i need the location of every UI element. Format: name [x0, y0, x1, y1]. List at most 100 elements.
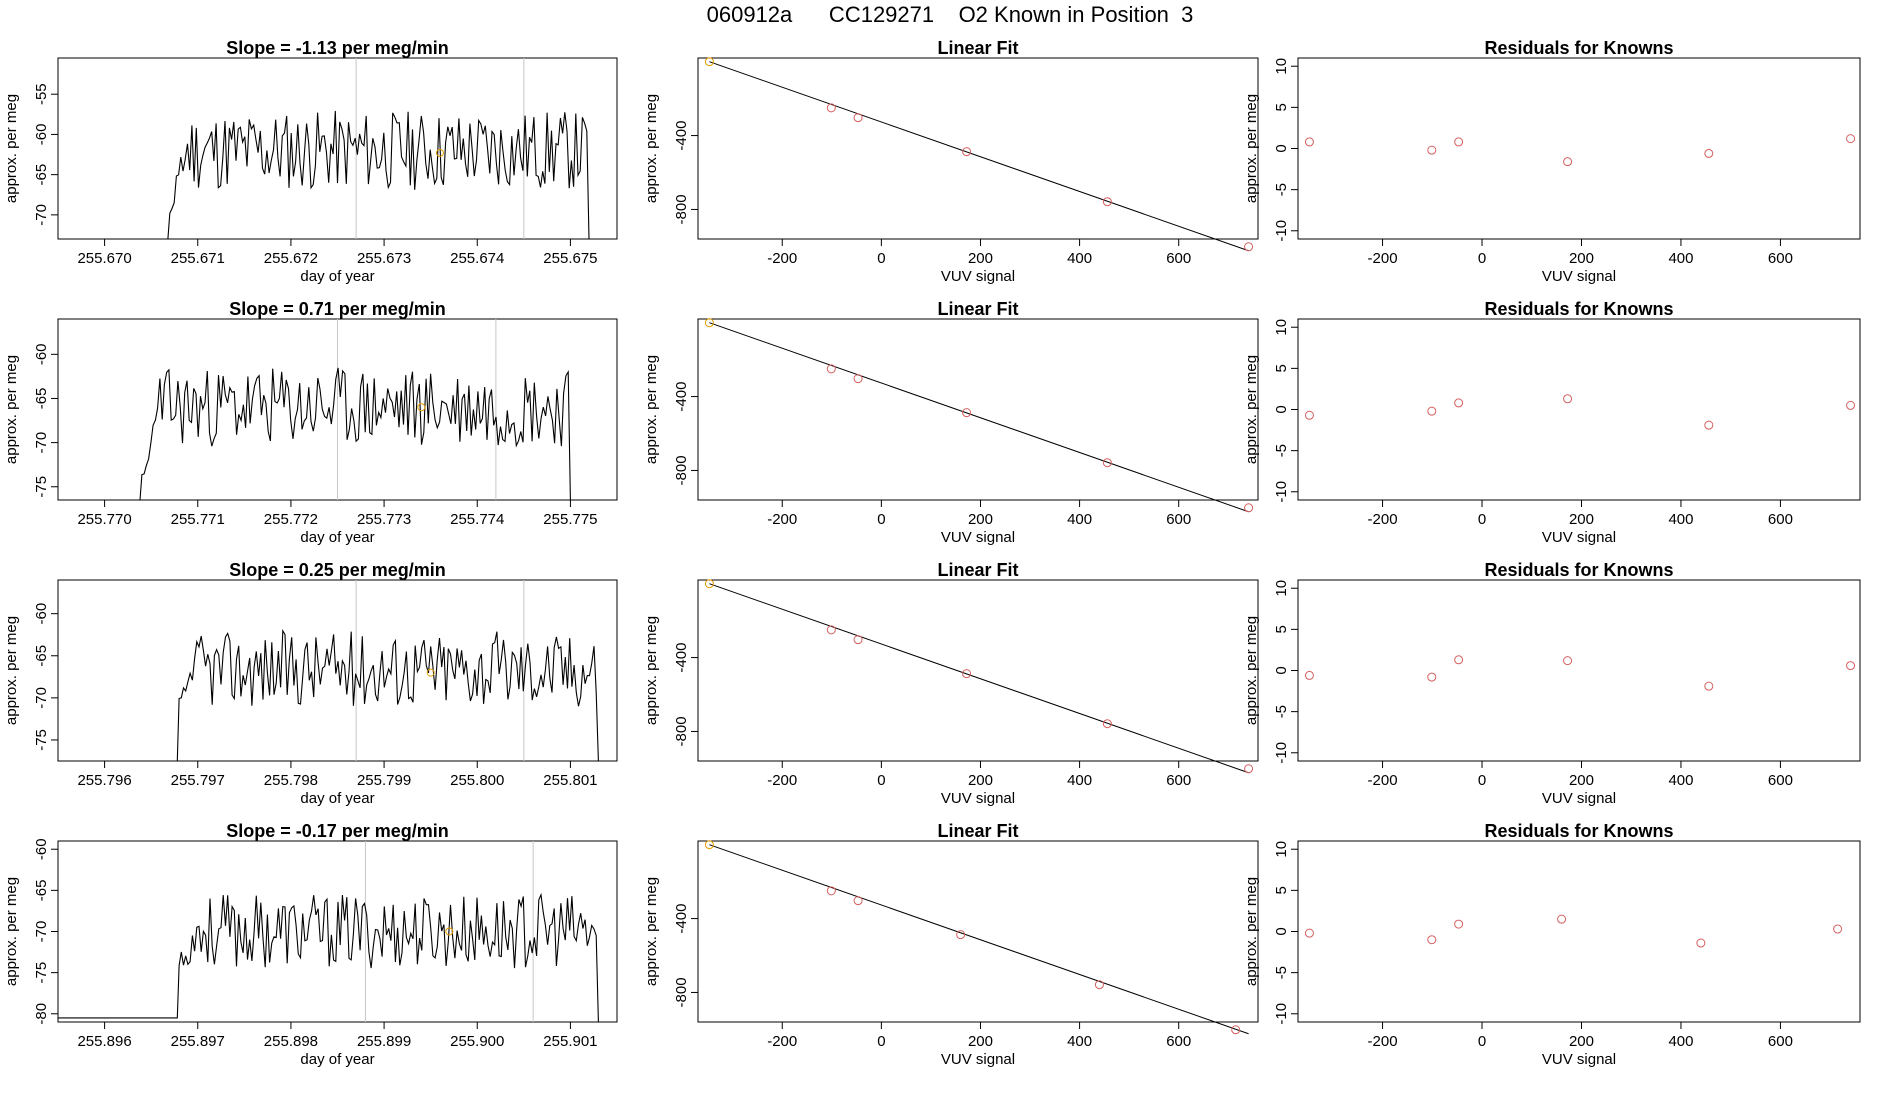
y-tick-label: -70 [33, 921, 50, 943]
data-point [1427, 935, 1437, 945]
data-point [1094, 980, 1104, 990]
data-point [1846, 134, 1856, 144]
x-axis-label: VUV signal [1542, 268, 1616, 285]
fit-line [709, 844, 1249, 1035]
x-tick-label: 200 [968, 250, 993, 267]
x-tick-label: 200 [1569, 511, 1594, 528]
x-tick-label: 255.671 [171, 250, 225, 267]
x-tick-label: 200 [1569, 250, 1594, 267]
y-tick-label: -75 [33, 476, 50, 498]
y-tick-label: 10 [1273, 841, 1290, 858]
x-axis-label: VUV signal [1542, 529, 1616, 546]
x-tick-label: 255.674 [450, 250, 504, 267]
mean-point [445, 927, 454, 936]
plot-frame [697, 579, 1259, 762]
y-axis-label: approx. per meg [3, 616, 20, 725]
data-point [1427, 145, 1437, 155]
data-point [1102, 458, 1112, 468]
y-tick-label: 0 [1273, 666, 1290, 674]
x-axis-label: day of year [300, 268, 374, 285]
x-tick-label: 255.797 [171, 772, 225, 789]
plot-frame [697, 840, 1259, 1023]
panel-title: Linear Fit [937, 299, 1018, 319]
x-tick-label: 255.771 [171, 511, 225, 528]
y-tick-label: -5 [1273, 705, 1290, 718]
y-tick-label: -5 [1273, 966, 1290, 979]
x-axis-label: VUV signal [941, 790, 1015, 807]
x-axis-label: VUV signal [941, 1051, 1015, 1068]
data-point [1102, 197, 1112, 207]
panel-title: Slope = 0.25 per meg/min [229, 560, 446, 580]
x-axis-label: day of year [300, 1051, 374, 1068]
x-tick-label: 400 [1067, 250, 1092, 267]
data-point [1704, 681, 1714, 691]
y-tick-label: -60 [33, 838, 50, 860]
data-point [962, 408, 972, 418]
y-tick-label: 10 [1273, 319, 1290, 336]
y-tick-label: -60 [33, 343, 50, 365]
plot-frame [697, 57, 1259, 240]
x-tick-label: 255.899 [357, 1033, 411, 1050]
y-tick-label: 10 [1273, 580, 1290, 597]
fit-line [709, 322, 1249, 513]
data-point [826, 364, 836, 374]
x-axis-label: day of year [300, 529, 374, 546]
y-tick-label: 0 [1273, 405, 1290, 413]
x-tick-label: 0 [877, 511, 885, 528]
y-tick-label: -800 [673, 455, 690, 485]
data-trace [58, 628, 599, 761]
x-tick-label: 255.773 [357, 511, 411, 528]
panel-title: Slope = 0.71 per meg/min [229, 299, 446, 319]
y-tick-label: -400 [673, 904, 690, 934]
x-tick-label: 255.897 [171, 1033, 225, 1050]
x-tick-label: 400 [1067, 511, 1092, 528]
plot-frame [697, 318, 1259, 501]
data-point [962, 669, 972, 679]
data-point [1304, 410, 1314, 420]
data-point [1846, 400, 1856, 410]
y-tick-label: -65 [33, 880, 50, 902]
x-tick-label: 255.672 [264, 250, 318, 267]
y-tick-label: -75 [33, 729, 50, 751]
panel-title: Residuals for Knowns [1484, 560, 1673, 580]
plot-frame [1297, 840, 1861, 1023]
y-axis-label: approx. per meg [1243, 94, 1260, 203]
panel-2-2: Linear Fit -200 0 200 400 600 -400 -800 VUV sign… [643, 299, 1259, 546]
x-tick-label: 255.775 [543, 511, 597, 528]
x-tick-label: 600 [1768, 511, 1793, 528]
y-tick-label: 5 [1273, 364, 1290, 372]
x-tick-label: 0 [877, 250, 885, 267]
y-tick-label: -60 [33, 124, 50, 146]
y-axis-label: approx. per meg [1243, 616, 1260, 725]
x-tick-label: -200 [1368, 772, 1398, 789]
fit-line [709, 583, 1249, 774]
x-tick-label: 400 [1668, 511, 1693, 528]
data-point [1833, 924, 1843, 934]
data-point [1231, 1025, 1241, 1035]
y-axis-label: approx. per meg [643, 616, 660, 725]
data-point [853, 113, 863, 123]
plot-frame [1297, 318, 1861, 501]
y-tick-label: -5 [1273, 183, 1290, 196]
data-point [704, 57, 714, 67]
y-axis-label: approx. per meg [643, 877, 660, 986]
y-tick-label: 5 [1273, 103, 1290, 111]
x-tick-label: 400 [1668, 772, 1693, 789]
x-tick-label: 600 [1768, 1033, 1793, 1050]
x-tick-label: 255.900 [450, 1033, 504, 1050]
page-title: 060912a CC129271 O2 Known in Position 3 [706, 2, 1194, 27]
x-tick-label: 255.770 [77, 511, 131, 528]
y-tick-label: 0 [1273, 927, 1290, 935]
panel-1-3: Residuals for Knowns -200 0 200 400 600 10 5 0 -5… [1243, 38, 1861, 285]
x-tick-label: 0 [1478, 1033, 1486, 1050]
x-tick-label: 0 [877, 772, 885, 789]
data-trace [58, 367, 571, 500]
data-point [853, 635, 863, 645]
data-point [1454, 398, 1464, 408]
y-tick-label: 5 [1273, 625, 1290, 633]
data-point [826, 625, 836, 635]
x-tick-label: 255.901 [543, 1033, 597, 1050]
y-axis-label: approx. per meg [3, 877, 20, 986]
x-tick-label: 400 [1668, 1033, 1693, 1050]
